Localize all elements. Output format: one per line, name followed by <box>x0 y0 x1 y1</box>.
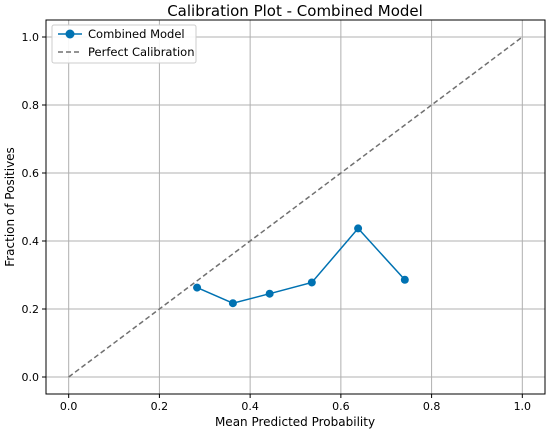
x-tick-label: 1.0 <box>514 400 532 413</box>
chart-title: Calibration Plot - Combined Model <box>167 2 423 20</box>
legend-box <box>51 24 197 64</box>
combined-model-point <box>307 278 316 287</box>
y-tick-label: 1.0 <box>22 31 40 44</box>
x-axis-ticks: 0.0 0.2 0.4 0.6 0.8 1.0 <box>60 394 531 413</box>
combined-model-point <box>193 283 202 292</box>
perfect-calibration-line <box>68 36 523 378</box>
x-axis-label: Mean Predicted Probability <box>215 415 375 429</box>
combined-model-point <box>228 299 237 308</box>
legend-combined-model-label: Combined Model <box>88 27 185 41</box>
y-tick-label: 0.8 <box>22 99 40 112</box>
y-axis-label: Fraction of Positives <box>3 147 17 267</box>
y-tick-label: 0.0 <box>22 371 40 384</box>
y-tick-label: 0.2 <box>22 303 40 316</box>
combined-model-line <box>196 227 406 305</box>
y-tick-label: 0.6 <box>22 167 40 180</box>
x-tick-label: 0.4 <box>241 400 259 413</box>
y-axis-ticks: 0.0 0.2 0.4 0.6 0.8 1.0 <box>22 31 46 384</box>
legend-perfect-calibration-label: Perfect Calibration <box>88 45 195 59</box>
combined-model-point <box>265 289 274 298</box>
series-layer <box>68 36 523 378</box>
legend: Combined Model Perfect Calibration <box>51 24 197 64</box>
x-tick-label: 0.0 <box>60 400 78 413</box>
x-tick-label: 0.8 <box>423 400 441 413</box>
y-tick-label: 0.4 <box>22 235 40 248</box>
x-tick-label: 0.6 <box>332 400 350 413</box>
combined-model-point <box>354 224 363 233</box>
x-tick-label: 0.2 <box>151 400 169 413</box>
plot-area-frame <box>45 19 546 395</box>
legend-combined-model-marker <box>65 29 75 39</box>
combined-model-point <box>400 275 409 284</box>
